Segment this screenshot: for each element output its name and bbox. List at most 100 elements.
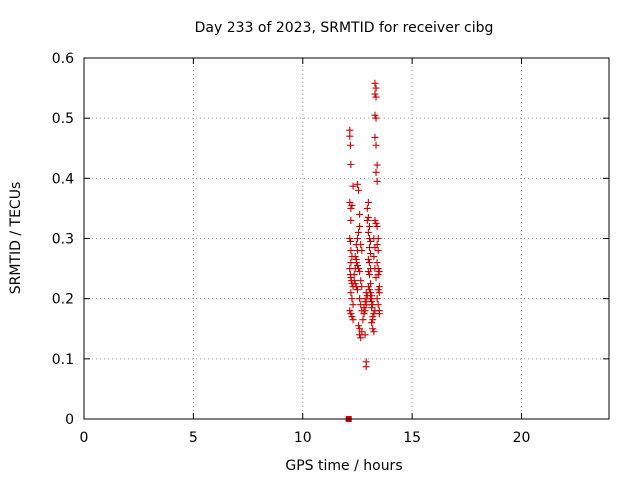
data-point xyxy=(374,247,382,255)
data-point xyxy=(373,177,381,185)
data-point xyxy=(358,247,366,255)
data-point xyxy=(350,271,358,279)
data-point xyxy=(373,295,381,303)
data-point xyxy=(346,126,354,134)
data-point xyxy=(365,259,373,267)
data-point xyxy=(365,286,373,294)
data-point xyxy=(372,93,380,101)
data-point xyxy=(363,204,371,212)
data-point xyxy=(347,160,355,168)
data-point xyxy=(364,256,372,264)
data-point xyxy=(347,204,355,212)
data-point xyxy=(371,79,379,87)
data-point xyxy=(359,316,367,324)
y-tick-label: 0.5 xyxy=(52,111,74,127)
data-point xyxy=(355,265,363,273)
x-tick-label: 20 xyxy=(513,430,531,446)
data-point xyxy=(364,198,372,206)
data-point xyxy=(358,328,366,336)
data-point xyxy=(371,244,379,252)
data-point xyxy=(370,253,378,261)
y-tick-label: 0.4 xyxy=(52,171,74,187)
data-point xyxy=(368,319,376,327)
data-point xyxy=(350,277,358,285)
data-point xyxy=(355,322,363,330)
data-point xyxy=(375,268,383,276)
data-point xyxy=(355,228,363,236)
data-point xyxy=(353,262,361,270)
data-point xyxy=(356,295,364,303)
data-point xyxy=(349,182,357,190)
data-point xyxy=(364,228,372,236)
data-point xyxy=(347,310,355,318)
y-tick-label: 0.2 xyxy=(52,292,74,308)
x-axis-label: GPS time / hours xyxy=(285,458,402,474)
data-point xyxy=(375,289,383,297)
data-point xyxy=(346,307,354,315)
data-point xyxy=(370,328,378,336)
data-point xyxy=(352,256,360,264)
data-point xyxy=(371,216,379,224)
y-tick-label: 0 xyxy=(65,412,74,428)
data-points xyxy=(345,79,383,422)
data-point xyxy=(364,283,372,291)
axis-ticks: 0 0.1 0.2 0.3 0.4 0.5 0.6 0 5 10 15 20 xyxy=(52,51,609,446)
data-point xyxy=(348,295,356,303)
data-point xyxy=(356,268,364,276)
data-point xyxy=(356,210,364,218)
y-tick-label: 0.3 xyxy=(52,232,74,248)
data-point xyxy=(372,84,380,92)
data-point xyxy=(361,331,369,339)
data-point xyxy=(358,283,366,291)
data-point xyxy=(371,265,379,273)
data-point xyxy=(360,310,368,318)
data-point xyxy=(353,286,361,294)
data-point xyxy=(348,201,356,209)
data-point xyxy=(346,141,354,149)
data-point xyxy=(374,301,382,309)
grid-lines xyxy=(84,58,609,419)
data-point xyxy=(361,298,369,306)
data-point xyxy=(375,283,383,291)
data-point xyxy=(371,111,379,119)
data-point xyxy=(364,213,372,221)
data-point xyxy=(368,298,376,306)
data-point xyxy=(372,114,380,122)
data-point xyxy=(365,222,373,230)
data-point xyxy=(367,295,375,303)
data-point xyxy=(374,286,382,294)
data-point xyxy=(355,186,363,194)
x-tick-label: 0 xyxy=(80,430,89,446)
plot-area-frame xyxy=(83,57,610,420)
data-point xyxy=(373,222,381,230)
data-point xyxy=(351,280,359,288)
data-point xyxy=(369,316,377,324)
data-point xyxy=(357,241,365,249)
data-point xyxy=(367,289,375,297)
data-point xyxy=(353,235,361,242)
data-point xyxy=(373,259,381,267)
data-point xyxy=(367,238,375,246)
data-point xyxy=(347,289,355,297)
data-point xyxy=(356,222,364,230)
data-point xyxy=(371,90,379,98)
data-point xyxy=(372,274,380,282)
data-point xyxy=(375,310,383,318)
data-point xyxy=(363,216,371,224)
data-point xyxy=(361,307,369,315)
data-point xyxy=(372,141,380,149)
data-point xyxy=(365,271,373,279)
data-point xyxy=(372,168,380,176)
data-point xyxy=(370,235,378,242)
data-point xyxy=(367,250,375,258)
data-point xyxy=(347,247,355,255)
data-point xyxy=(348,313,356,321)
data-point xyxy=(373,161,381,169)
data-point xyxy=(364,268,372,276)
data-point xyxy=(362,301,370,309)
data-point xyxy=(347,216,355,224)
data-point xyxy=(351,253,359,261)
data-point xyxy=(346,132,354,140)
